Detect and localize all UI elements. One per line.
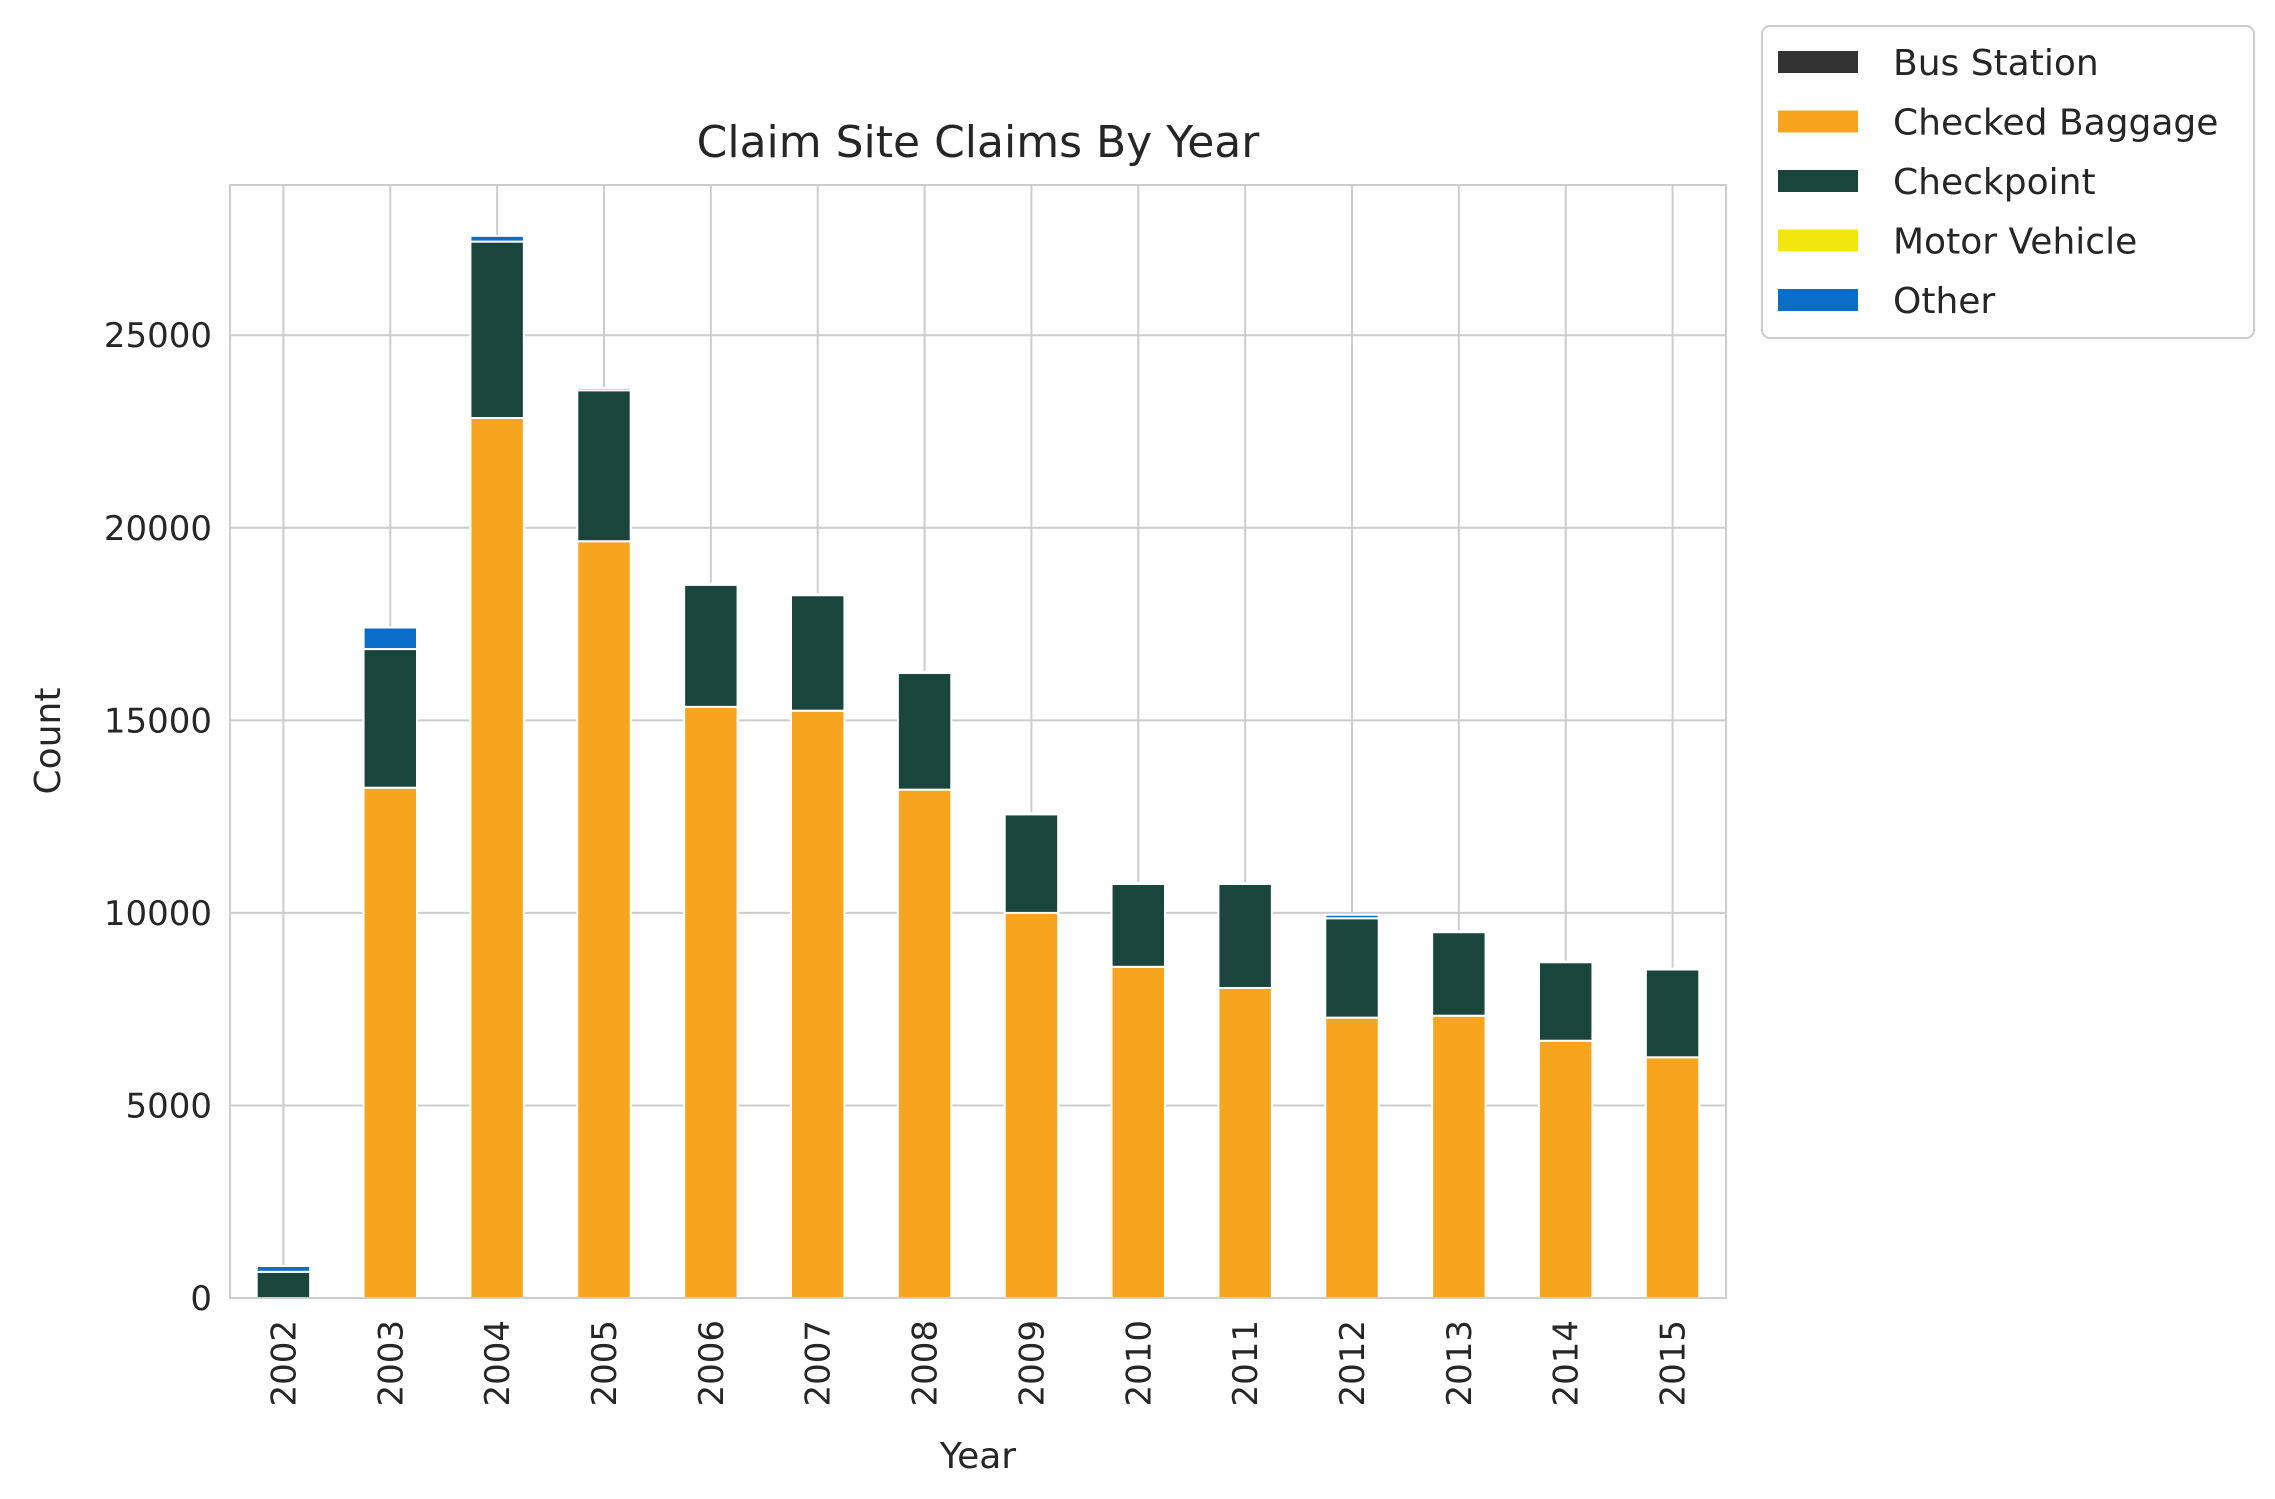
bar-segment-checkpoint <box>1003 813 1060 914</box>
x-tick-labels: 2002 2003 2004 2005 2006 2007 2008 2009 2010 2011… <box>264 1320 1693 1407</box>
bar-segment-other <box>683 582 739 586</box>
bar-segment-other <box>1431 930 1487 934</box>
x-tick-label: 2003 <box>371 1320 411 1407</box>
bar-segment-checkpoint <box>469 240 525 419</box>
x-tick-label: 2015 <box>1654 1320 1694 1407</box>
bar-segment-other <box>1324 913 1380 920</box>
bar-segment-checkpoint <box>1538 961 1594 1042</box>
y-tick-label: 10000 <box>104 894 212 934</box>
x-tick-label: 2010 <box>1119 1320 1159 1407</box>
bar-segment-checkpoint <box>1431 931 1487 1017</box>
x-tick-label: 2008 <box>906 1320 946 1407</box>
x-tick-label: 2014 <box>1547 1320 1587 1407</box>
legend-swatch <box>1778 51 1858 73</box>
y-tick-label: 15000 <box>104 701 212 741</box>
bar-segment-checked-baggage <box>1003 911 1060 1299</box>
plot-frame <box>229 184 1727 1299</box>
y-tick-label: 0 <box>190 1279 212 1319</box>
bar-segment-checkpoint <box>362 648 419 789</box>
bar-segment-checkpoint <box>896 671 953 791</box>
bar-segment-other <box>255 1265 312 1273</box>
legend-swatch <box>1778 170 1858 192</box>
x-axis-title: Year <box>939 1436 1016 1477</box>
legend-frame <box>1761 25 2255 339</box>
legend-label: Checked Baggage <box>1893 103 2218 144</box>
bar-segment-checkpoint <box>683 583 739 708</box>
bar-segment-other <box>896 671 953 674</box>
bar-segment-other <box>469 234 525 243</box>
bar-segment-checkpoint <box>576 389 632 543</box>
bar-segment-checked-baggage <box>1324 1016 1380 1299</box>
bar-segment-other <box>1538 960 1594 964</box>
x-tick-label: 2013 <box>1440 1320 1480 1407</box>
bar-segment-other <box>362 626 419 651</box>
legend-label: Bus Station <box>1893 43 2099 84</box>
bar-segment-checked-baggage <box>1538 1039 1594 1300</box>
bar-segment-checkpoint <box>1644 968 1701 1059</box>
bar-segment-checked-baggage <box>1217 986 1273 1300</box>
x-tick-label: 2006 <box>692 1320 732 1407</box>
bar-segment-checked-baggage <box>683 705 739 1299</box>
bar-segment-checkpoint <box>1217 882 1273 989</box>
bar-segment-checked-baggage <box>1110 965 1166 1299</box>
x-tick-label: 2005 <box>585 1320 625 1407</box>
x-tick-label: 2007 <box>799 1320 839 1407</box>
legend-items: Bus Station Checked Baggage Checkpoint Moto… <box>1778 43 2218 322</box>
legend: Bus Station Checked Baggage Checkpoint Moto… <box>1761 25 2255 339</box>
bar-segment-checked-baggage <box>790 709 846 1299</box>
bar-segment-other <box>576 386 632 392</box>
x-tick-label: 2009 <box>1012 1320 1052 1407</box>
bar-segment-checked-baggage <box>896 788 953 1299</box>
bar-segment-other <box>1217 882 1273 885</box>
bar-segment-checked-baggage <box>1644 1056 1701 1300</box>
legend-swatch <box>1778 289 1858 311</box>
legend-swatch <box>1778 110 1858 133</box>
bar-segment-checkpoint <box>1110 882 1166 968</box>
bar-segment-checkpoint <box>255 1270 312 1300</box>
x-tick-label: 2012 <box>1333 1320 1373 1407</box>
bar-segment-checked-baggage <box>469 416 525 1299</box>
y-tick-label: 20000 <box>104 509 212 549</box>
legend-label: Motor Vehicle <box>1893 222 2137 263</box>
bar-segment-other <box>790 593 846 597</box>
legend-swatch <box>1778 229 1858 252</box>
bar-segment-checkpoint <box>1324 917 1380 1019</box>
chart-title: Claim Site Claims By Year <box>697 117 1261 168</box>
bar-segment-other <box>1003 812 1060 816</box>
bar-segment-checked-baggage <box>1431 1014 1487 1299</box>
x-tick-label: 2002 <box>264 1320 304 1407</box>
legend-label: Checkpoint <box>1893 162 2096 203</box>
bar-segment-other <box>1110 882 1166 885</box>
grid-lines <box>230 185 1726 1299</box>
legend-label: Other <box>1893 281 1995 322</box>
x-tick-label: 2011 <box>1226 1320 1266 1407</box>
bars <box>255 234 1701 1300</box>
y-tick-label: 25000 <box>104 316 212 356</box>
bar-segment-checkpoint <box>790 594 846 712</box>
bar-segment-other <box>1644 967 1701 971</box>
x-tick-label: 2004 <box>478 1320 518 1407</box>
y-tick-labels: 0 5000 10000 15000 20000 25000 <box>104 316 212 1319</box>
y-axis-title: Count <box>28 688 69 795</box>
bar-segment-checked-baggage <box>362 786 419 1299</box>
y-tick-label: 5000 <box>125 1086 212 1126</box>
bar-segment-checked-baggage <box>576 540 632 1299</box>
